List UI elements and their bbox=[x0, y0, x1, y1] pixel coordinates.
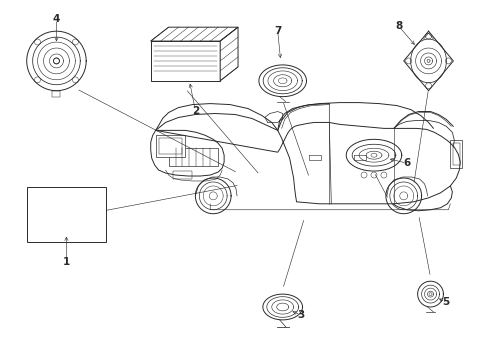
Polygon shape bbox=[151, 41, 220, 81]
Text: 1: 1 bbox=[62, 257, 70, 267]
Text: 6: 6 bbox=[402, 158, 409, 168]
Bar bbox=[155, 135, 185, 157]
Bar bbox=[59, 214, 65, 219]
Text: 7: 7 bbox=[273, 26, 281, 36]
Text: 3: 3 bbox=[296, 310, 303, 320]
Text: 5: 5 bbox=[441, 297, 448, 307]
Bar bbox=[453, 143, 459, 165]
Polygon shape bbox=[151, 27, 238, 41]
Bar bbox=[27, 187, 106, 242]
Ellipse shape bbox=[31, 206, 51, 230]
Bar bbox=[168, 148, 218, 166]
Bar bbox=[450, 140, 461, 168]
Bar bbox=[172, 171, 192, 179]
Polygon shape bbox=[220, 27, 238, 81]
Text: 2: 2 bbox=[191, 106, 198, 116]
Bar bbox=[76, 214, 83, 219]
Text: 8: 8 bbox=[394, 21, 402, 31]
Bar bbox=[56, 204, 94, 211]
Bar bbox=[67, 214, 74, 219]
Bar bbox=[158, 138, 182, 154]
Bar bbox=[85, 214, 92, 219]
Text: 4: 4 bbox=[53, 14, 60, 24]
